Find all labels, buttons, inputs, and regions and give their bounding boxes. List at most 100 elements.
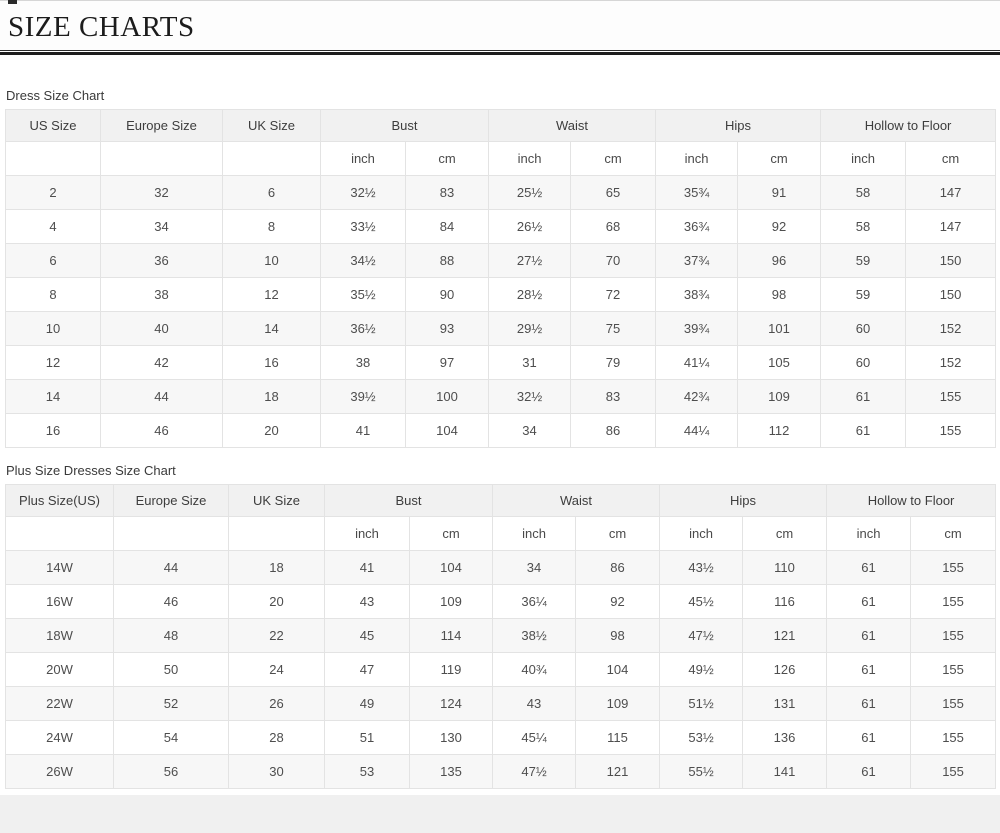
column-header: Europe Size — [100, 109, 223, 142]
dress-size-chart-caption: Dress Size Chart — [6, 88, 105, 103]
table-cell: 29½ — [488, 311, 572, 346]
table-cell: 40¾ — [492, 652, 577, 687]
table-cell: 115 — [575, 720, 661, 755]
table-cell: 50 — [113, 652, 229, 687]
unit-header: cm — [742, 516, 828, 551]
table-cell: 44 — [100, 379, 223, 414]
table-cell: 88 — [404, 243, 490, 278]
column-header: UK Size — [222, 109, 321, 142]
table-cell: 6 — [5, 243, 101, 278]
table-cell: 46 — [113, 584, 229, 619]
table-cell: 61 — [826, 754, 912, 789]
table-cell: 20 — [222, 413, 321, 448]
table-cell: 36½ — [320, 311, 406, 346]
table-cell: 152 — [905, 311, 997, 346]
table-cell: 44¼ — [655, 413, 739, 448]
table-cell: 97 — [404, 345, 490, 380]
table-cell: 110 — [742, 550, 828, 585]
table-cell: 79 — [570, 345, 657, 380]
table-cell: 150 — [905, 243, 997, 278]
table-cell: 155 — [910, 550, 997, 585]
unit-header: cm — [910, 516, 997, 551]
table-cell: 83 — [570, 379, 657, 414]
unit-header: inch — [659, 516, 744, 551]
table-cell: 92 — [575, 584, 661, 619]
table-cell: 35¾ — [655, 175, 739, 210]
table-cell: 90 — [404, 277, 490, 312]
table-cell: 61 — [826, 584, 912, 619]
table-cell: 155 — [905, 379, 997, 414]
table-cell: 36¼ — [492, 584, 577, 619]
table-cell: 61 — [826, 652, 912, 687]
table-cell: 121 — [742, 618, 828, 653]
table-cell: 131 — [742, 686, 828, 721]
unit-header: inch — [492, 516, 577, 551]
table-row: 10 40 14 36½ 93 29½ 75 39¾ 101 60 152 — [5, 311, 997, 346]
table-cell: 45½ — [659, 584, 744, 619]
table-row: 6 36 10 34½ 88 27½ 70 37¾ 96 59 150 — [5, 243, 997, 278]
column-header: UK Size — [228, 484, 325, 517]
table-cell: 2 — [5, 175, 101, 210]
table-cell: 58 — [820, 209, 907, 244]
table-cell: 34 — [488, 413, 572, 448]
table-cell: 47½ — [492, 754, 577, 789]
table-cell: 10 — [222, 243, 321, 278]
table-cell: 27½ — [488, 243, 572, 278]
table-cell: 53 — [324, 754, 410, 789]
table-cell: 14 — [222, 311, 321, 346]
table-cell: 48 — [113, 618, 229, 653]
table-row: 16 46 20 41 104 34 86 44¼ 112 61 155 — [5, 413, 997, 448]
table-row: 8 38 12 35½ 90 28½ 72 38¾ 98 59 150 — [5, 277, 997, 312]
table-cell: 155 — [910, 618, 997, 653]
empty-header-cell — [113, 516, 229, 551]
table-cell: 26½ — [488, 209, 572, 244]
table-cell: 61 — [826, 618, 912, 653]
unit-header: cm — [570, 141, 657, 176]
table-cell: 18W — [5, 618, 114, 653]
table-cell: 39¾ — [655, 311, 739, 346]
table-cell: 18 — [222, 379, 321, 414]
table-cell: 114 — [408, 618, 494, 653]
table-cell: 136 — [742, 720, 828, 755]
table-cell: 93 — [404, 311, 490, 346]
unit-header: cm — [905, 141, 997, 176]
table-cell: 121 — [575, 754, 661, 789]
table-cell: 109 — [737, 379, 822, 414]
table-cell: 52 — [113, 686, 229, 721]
plus-size-table: Plus Size(US) Europe Size UK Size Bust Waist… — [5, 484, 997, 789]
table-cell: 34 — [492, 550, 577, 585]
table-cell: 18 — [228, 550, 325, 585]
title-rule — [0, 52, 1000, 55]
empty-header-cell — [222, 141, 321, 176]
table-row: 14W 44 18 41 104 34 86 43½ 110 61 155 — [5, 550, 997, 585]
empty-header-cell — [5, 516, 114, 551]
table-cell: 59 — [820, 243, 907, 278]
table-cell: 42 — [100, 345, 223, 380]
table-cell: 45 — [324, 618, 410, 653]
column-group-header: Waist — [492, 484, 661, 517]
table-cell: 32½ — [320, 175, 406, 210]
column-group-header: Hips — [655, 109, 822, 142]
table-cell: 104 — [404, 413, 490, 448]
table-cell: 43½ — [659, 550, 744, 585]
dress-size-table: US Size Europe Size UK Size Bust Waist Hips Ho… — [5, 109, 997, 448]
table-cell: 112 — [737, 413, 822, 448]
table-cell: 83 — [404, 175, 490, 210]
unit-header: cm — [404, 141, 490, 176]
group-header-row: US Size Europe Size UK Size Bust Waist Hips Ho… — [5, 109, 997, 142]
table-cell: 75 — [570, 311, 657, 346]
table-cell: 61 — [826, 686, 912, 721]
table-cell: 84 — [404, 209, 490, 244]
table-cell: 24W — [5, 720, 114, 755]
unit-header: cm — [575, 516, 661, 551]
plus-size-chart-section: Plus Size Dresses Size Chart Plus Size(U… — [0, 448, 1000, 789]
table-cell: 34½ — [320, 243, 406, 278]
table-cell: 28½ — [488, 277, 572, 312]
table-cell: 155 — [910, 584, 997, 619]
table-cell: 101 — [737, 311, 822, 346]
table-cell: 65 — [570, 175, 657, 210]
table-cell: 22W — [5, 686, 114, 721]
table-cell: 51 — [324, 720, 410, 755]
table-cell: 14 — [5, 379, 101, 414]
table-cell: 12 — [222, 277, 321, 312]
